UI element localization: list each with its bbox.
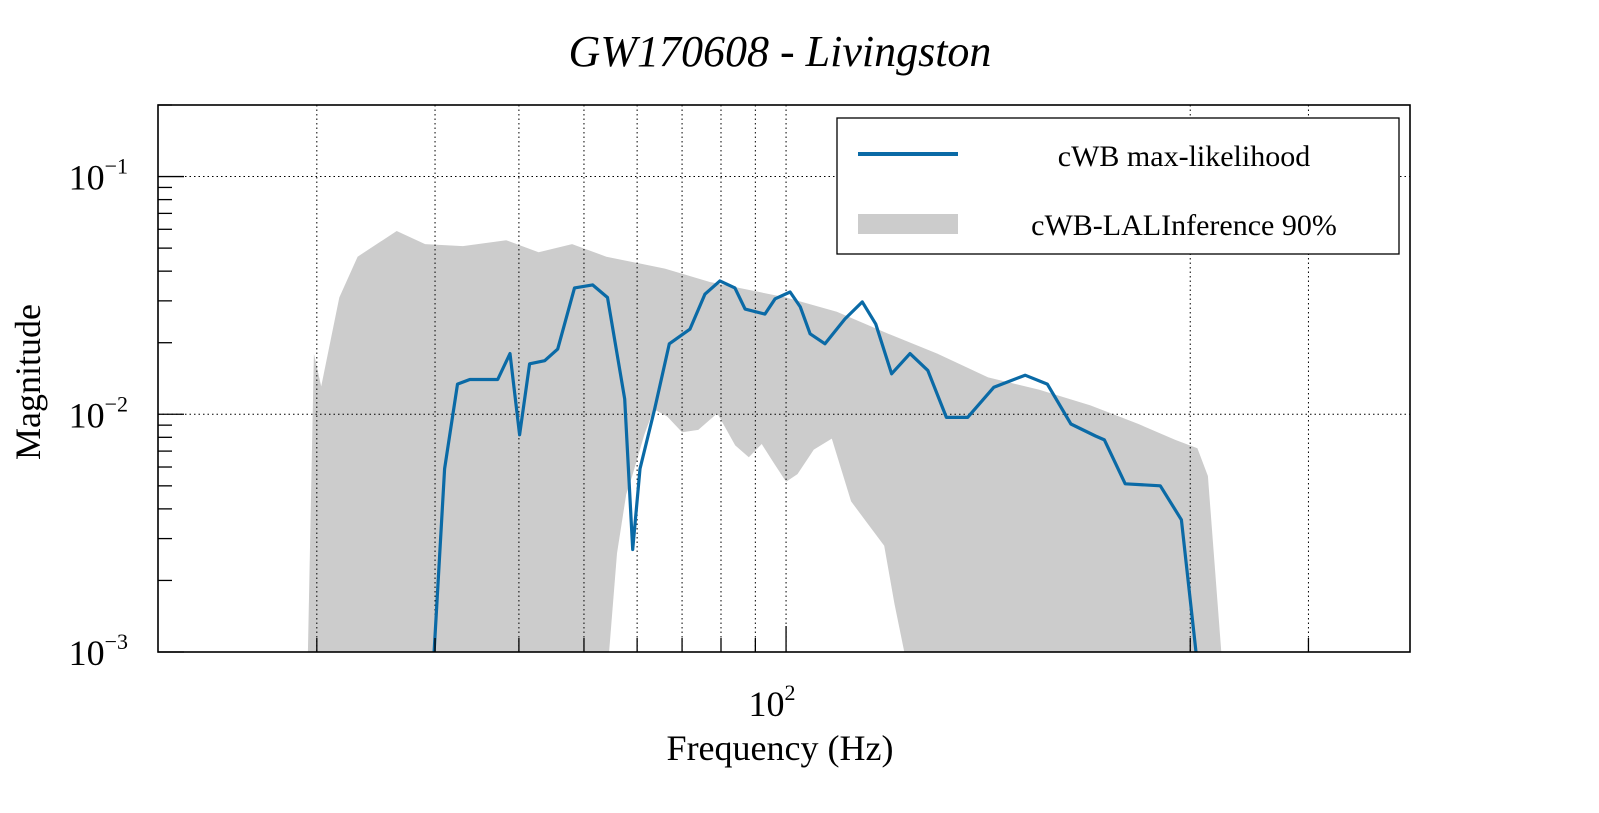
band-layer xyxy=(307,231,1222,652)
plot-area xyxy=(157,104,1411,653)
legend-band-swatch xyxy=(858,214,958,234)
x-tick-label: 102 xyxy=(749,680,796,724)
legend: cWB max-likelihood cWB-LALInference 90% xyxy=(836,117,1400,255)
x-tick-labels: 102 xyxy=(749,680,796,724)
max-likelihood-line xyxy=(432,279,1198,653)
y-tick-label: 10−1 xyxy=(69,154,128,198)
grid-layer xyxy=(158,105,1410,652)
confidence-band xyxy=(307,231,1222,652)
y-tick-label: 10−2 xyxy=(69,391,128,435)
chart-title: GW170608 - Livingston xyxy=(569,27,992,76)
plot-frame xyxy=(157,104,1411,653)
line-layer xyxy=(432,279,1198,653)
y-tick-label: 10−3 xyxy=(69,629,128,673)
legend-label-90-percent: cWB-LALInference 90% xyxy=(1031,209,1337,242)
y-axis-label: Magnitude xyxy=(8,304,48,460)
x-axis-label: Frequency (Hz) xyxy=(667,728,894,768)
y-tick-labels: 10−1 10−2 10−3 xyxy=(69,154,128,673)
legend-label-max-likelihood: cWB max-likelihood xyxy=(1058,140,1310,173)
